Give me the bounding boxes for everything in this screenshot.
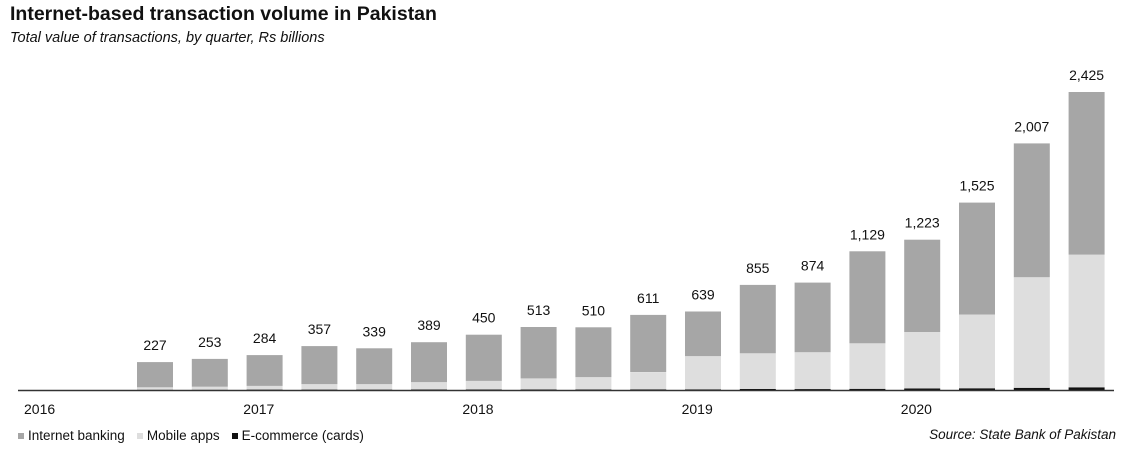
x-tick-label: 2019 — [682, 401, 713, 417]
bar-segment-internet-banking — [630, 314, 667, 372]
bar-segment-mobile-apps — [575, 377, 612, 390]
total-label: 510 — [582, 302, 606, 318]
bar-segment-mobile-apps — [1068, 254, 1105, 388]
bar-segment-e-commerce-cards — [575, 389, 612, 390]
total-label: 874 — [801, 258, 825, 274]
legend-swatch-mobile-apps — [136, 432, 143, 439]
total-label: 227 — [143, 337, 167, 353]
total-label: 2,007 — [1014, 118, 1049, 134]
total-label: 389 — [417, 317, 441, 333]
total-label: 2,425 — [1069, 67, 1104, 83]
bar-segment-internet-banking — [739, 284, 776, 354]
bar-segment-mobile-apps — [959, 314, 995, 389]
x-tick-label: 2020 — [901, 401, 932, 417]
x-tick-label: 2016 — [24, 401, 55, 417]
bar-segment-mobile-apps — [137, 387, 173, 390]
bar-segment-internet-banking — [575, 327, 612, 378]
legend-item-internet-banking: Internet banking — [18, 428, 125, 443]
bar-segment-internet-banking — [685, 311, 721, 357]
bar-segment-mobile-apps — [685, 356, 721, 390]
bar-segment-e-commerce-cards — [520, 389, 557, 390]
legend-label: E-commerce (cards) — [241, 428, 364, 443]
bar-segment-e-commerce-cards — [1013, 387, 1050, 390]
bar-segment-internet-banking — [1013, 143, 1050, 278]
bar-segment-mobile-apps — [356, 384, 393, 390]
bar-segment-internet-banking — [1068, 92, 1105, 255]
bar-segment-e-commerce-cards — [685, 389, 721, 390]
bar-segment-mobile-apps — [904, 332, 941, 389]
bar-segment-e-commerce-cards — [959, 388, 995, 390]
total-label: 284 — [253, 330, 277, 346]
legend-swatch-ecommerce — [231, 432, 238, 439]
total-label: 253 — [198, 334, 222, 350]
bar-segment-e-commerce-cards — [630, 389, 667, 390]
source-note: Source: State Bank of Pakistan — [929, 427, 1116, 442]
total-label: 1,223 — [905, 215, 940, 231]
legend-item-mobile-apps: Mobile apps — [136, 428, 220, 443]
bar-segment-internet-banking — [904, 239, 941, 332]
bar-segment-internet-banking — [794, 282, 831, 353]
chart-subtitle: Total value of transactions, by quarter,… — [10, 30, 325, 46]
bar-segment-e-commerce-cards — [849, 388, 886, 390]
legend-item-ecommerce: E-commerce (cards) — [231, 428, 364, 443]
legend-label: Mobile apps — [146, 428, 220, 443]
bar-segment-mobile-apps — [630, 372, 667, 390]
bar-segment-e-commerce-cards — [1068, 387, 1105, 390]
total-label: 855 — [746, 260, 770, 276]
bar-segment-internet-banking — [246, 355, 283, 386]
total-label: 450 — [472, 310, 496, 326]
bar-segment-mobile-apps — [411, 382, 447, 390]
chart-legend: Internet banking Mobile apps E-commerce … — [18, 428, 376, 443]
bar-segment-mobile-apps — [465, 380, 502, 390]
total-label: 611 — [637, 290, 660, 306]
bar-segment-mobile-apps — [520, 378, 557, 390]
bar-segment-internet-banking — [411, 342, 447, 383]
bar-segment-mobile-apps — [794, 352, 831, 390]
bar-segment-internet-banking — [301, 346, 338, 385]
bar-segment-internet-banking — [849, 251, 886, 344]
bar-segment-e-commerce-cards — [794, 389, 831, 390]
bar-segment-internet-banking — [959, 202, 995, 315]
total-label: 1,129 — [850, 226, 885, 242]
total-label: 513 — [527, 302, 551, 318]
bar-segment-internet-banking — [191, 358, 228, 387]
legend-swatch-internet-banking — [18, 432, 24, 439]
bar-segment-e-commerce-cards — [904, 388, 941, 390]
bar-segment-e-commerce-cards — [739, 389, 776, 390]
bar-segment-mobile-apps — [739, 353, 776, 389]
bar-segment-internet-banking — [465, 334, 502, 381]
bar-segment-mobile-apps — [1013, 277, 1050, 388]
legend-label: Internet banking — [28, 428, 125, 443]
total-label: 1,525 — [959, 178, 994, 194]
chart-title: Internet-based transaction volume in Pak… — [10, 3, 437, 25]
bar-segment-internet-banking — [137, 362, 173, 388]
bar-segment-mobile-apps — [849, 343, 886, 389]
bar-segment-internet-banking — [356, 348, 393, 385]
bar-segment-mobile-apps — [191, 386, 228, 390]
total-label: 357 — [308, 321, 332, 337]
bar-segment-mobile-apps — [301, 384, 338, 390]
x-tick-label: 2017 — [243, 401, 274, 417]
total-label: 639 — [691, 287, 715, 303]
x-tick-label: 2018 — [462, 401, 493, 417]
total-label: 339 — [363, 323, 387, 339]
bar-segment-internet-banking — [520, 327, 557, 379]
bar-segment-mobile-apps — [246, 385, 283, 390]
